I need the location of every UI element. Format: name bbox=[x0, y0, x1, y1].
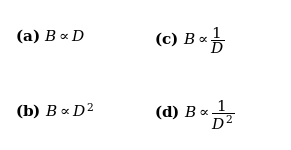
Text: (b) $B \propto D^{2}$: (b) $B \propto D^{2}$ bbox=[15, 101, 93, 121]
Text: (d) $B \propto \dfrac{1}{D^{2}}$: (d) $B \propto \dfrac{1}{D^{2}}$ bbox=[154, 99, 235, 132]
Text: (c) $B \propto \dfrac{1}{D}$: (c) $B \propto \dfrac{1}{D}$ bbox=[154, 25, 225, 56]
Text: (a) $B \propto D$: (a) $B \propto D$ bbox=[15, 27, 85, 45]
